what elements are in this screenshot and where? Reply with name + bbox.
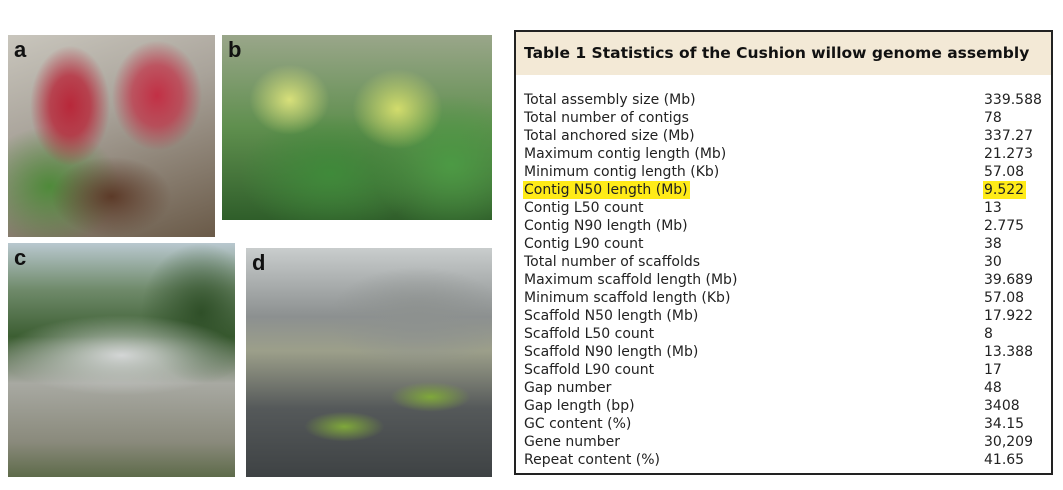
row-value: 38 [984, 236, 1002, 252]
row-value: 3408 [984, 398, 1020, 414]
row-value: 17 [984, 362, 1002, 378]
table-row: Contig N90 length (Mb) 2.775 [524, 217, 1049, 235]
table-row: Gap number 48 [524, 379, 1049, 397]
row-label: Gap length (bp) [524, 398, 635, 414]
table-row: Minimum contig length (Kb) 57.08 [524, 163, 1049, 181]
row-label: Contig N50 length (Mb) [523, 181, 690, 199]
row-value: 337.27 [984, 128, 1033, 144]
row-label: Scaffold L50 count [524, 326, 655, 342]
photo-b: b [222, 35, 492, 220]
table-row: Minimum scaffold length (Kb) 57.08 [524, 289, 1049, 307]
photo-c: c [8, 243, 235, 477]
row-label: Minimum contig length (Kb) [524, 164, 720, 180]
row-value: 48 [984, 380, 1002, 396]
photo-a: a [8, 35, 215, 237]
panel-label: c [14, 245, 27, 270]
row-value: 78 [984, 110, 1002, 126]
row-label: Maximum scaffold length (Mb) [524, 272, 738, 288]
table-row: Repeat content (%) 41.65 [524, 451, 1049, 469]
row-label: Contig L50 count [524, 200, 644, 216]
row-value: 57.08 [984, 290, 1025, 306]
row-label: Scaffold N90 length (Mb) [524, 344, 699, 360]
row-value: 30 [984, 254, 1002, 270]
table-body: Total assembly size (Mb) 339.588 Total num… [523, 91, 1049, 469]
table-row: Total number of contigs 78 [524, 109, 1049, 127]
row-label: GC content (%) [524, 416, 632, 432]
row-value: 17.922 [984, 308, 1033, 324]
row-value: 57.08 [984, 164, 1025, 180]
row-value: 8 [984, 326, 993, 342]
row-label: Total assembly size (Mb) [524, 92, 696, 108]
row-value: 13.388 [984, 344, 1033, 360]
table-row: Total anchored size (Mb) 337.27 [524, 127, 1049, 145]
table-row: Total number of scaffolds 30 [524, 253, 1049, 271]
table-row: Scaffold L90 count 17 [524, 361, 1049, 379]
row-label: Total number of scaffolds [524, 254, 701, 270]
row-value: 21.273 [984, 146, 1033, 162]
table-row: Gap length (bp) 3408 [524, 397, 1049, 415]
row-label: Total anchored size (Mb) [524, 128, 695, 144]
table-title: Table 1 Statistics of the Cushion willow… [516, 32, 1051, 75]
row-label: Gene number [524, 434, 621, 450]
row-label: Maximum contig length (Mb) [524, 146, 727, 162]
row-value: 41.65 [984, 452, 1025, 468]
row-value: 30,209 [984, 434, 1033, 450]
table-row: Contig L50 count 13 [524, 199, 1049, 217]
row-label: Total number of contigs [524, 110, 689, 126]
table-row: GC content (%) 34.15 [524, 415, 1049, 433]
panel-label: b [228, 37, 242, 62]
row-label: Minimum scaffold length (Kb) [524, 290, 731, 306]
row-label: Scaffold L90 count [524, 362, 655, 378]
row-label: Contig L90 count [524, 236, 644, 252]
row-label: Repeat content (%) [524, 452, 661, 468]
row-label: Contig N90 length (Mb) [524, 218, 688, 234]
table-row: Contig N50 length (Mb) 9.522 [523, 181, 1049, 199]
row-value: 9.522 [983, 181, 1027, 199]
panel-label: a [14, 37, 27, 62]
row-value: 2.775 [984, 218, 1025, 234]
table-row: Total assembly size (Mb) 339.588 [524, 91, 1049, 109]
row-value: 34.15 [984, 416, 1025, 432]
row-value: 39.689 [984, 272, 1033, 288]
row-value: 339.588 [984, 92, 1042, 108]
row-value: 13 [984, 200, 1002, 216]
table-row: Scaffold N90 length (Mb) 13.388 [524, 343, 1049, 361]
table-row: Maximum contig length (Mb) 21.273 [524, 145, 1049, 163]
row-label: Gap number [524, 380, 612, 396]
statistics-table: Table 1 Statistics of the Cushion willow… [514, 30, 1053, 475]
table-row: Gene number 30,209 [524, 433, 1049, 451]
photo-d: d [246, 248, 492, 477]
row-label: Scaffold N50 length (Mb) [524, 308, 699, 324]
table-row: Maximum scaffold length (Mb) 39.689 [524, 271, 1049, 289]
table-row: Scaffold N50 length (Mb) 17.922 [524, 307, 1049, 325]
panel-label: d [252, 250, 266, 275]
table-row: Contig L90 count 38 [524, 235, 1049, 253]
table-row: Scaffold L50 count 8 [524, 325, 1049, 343]
